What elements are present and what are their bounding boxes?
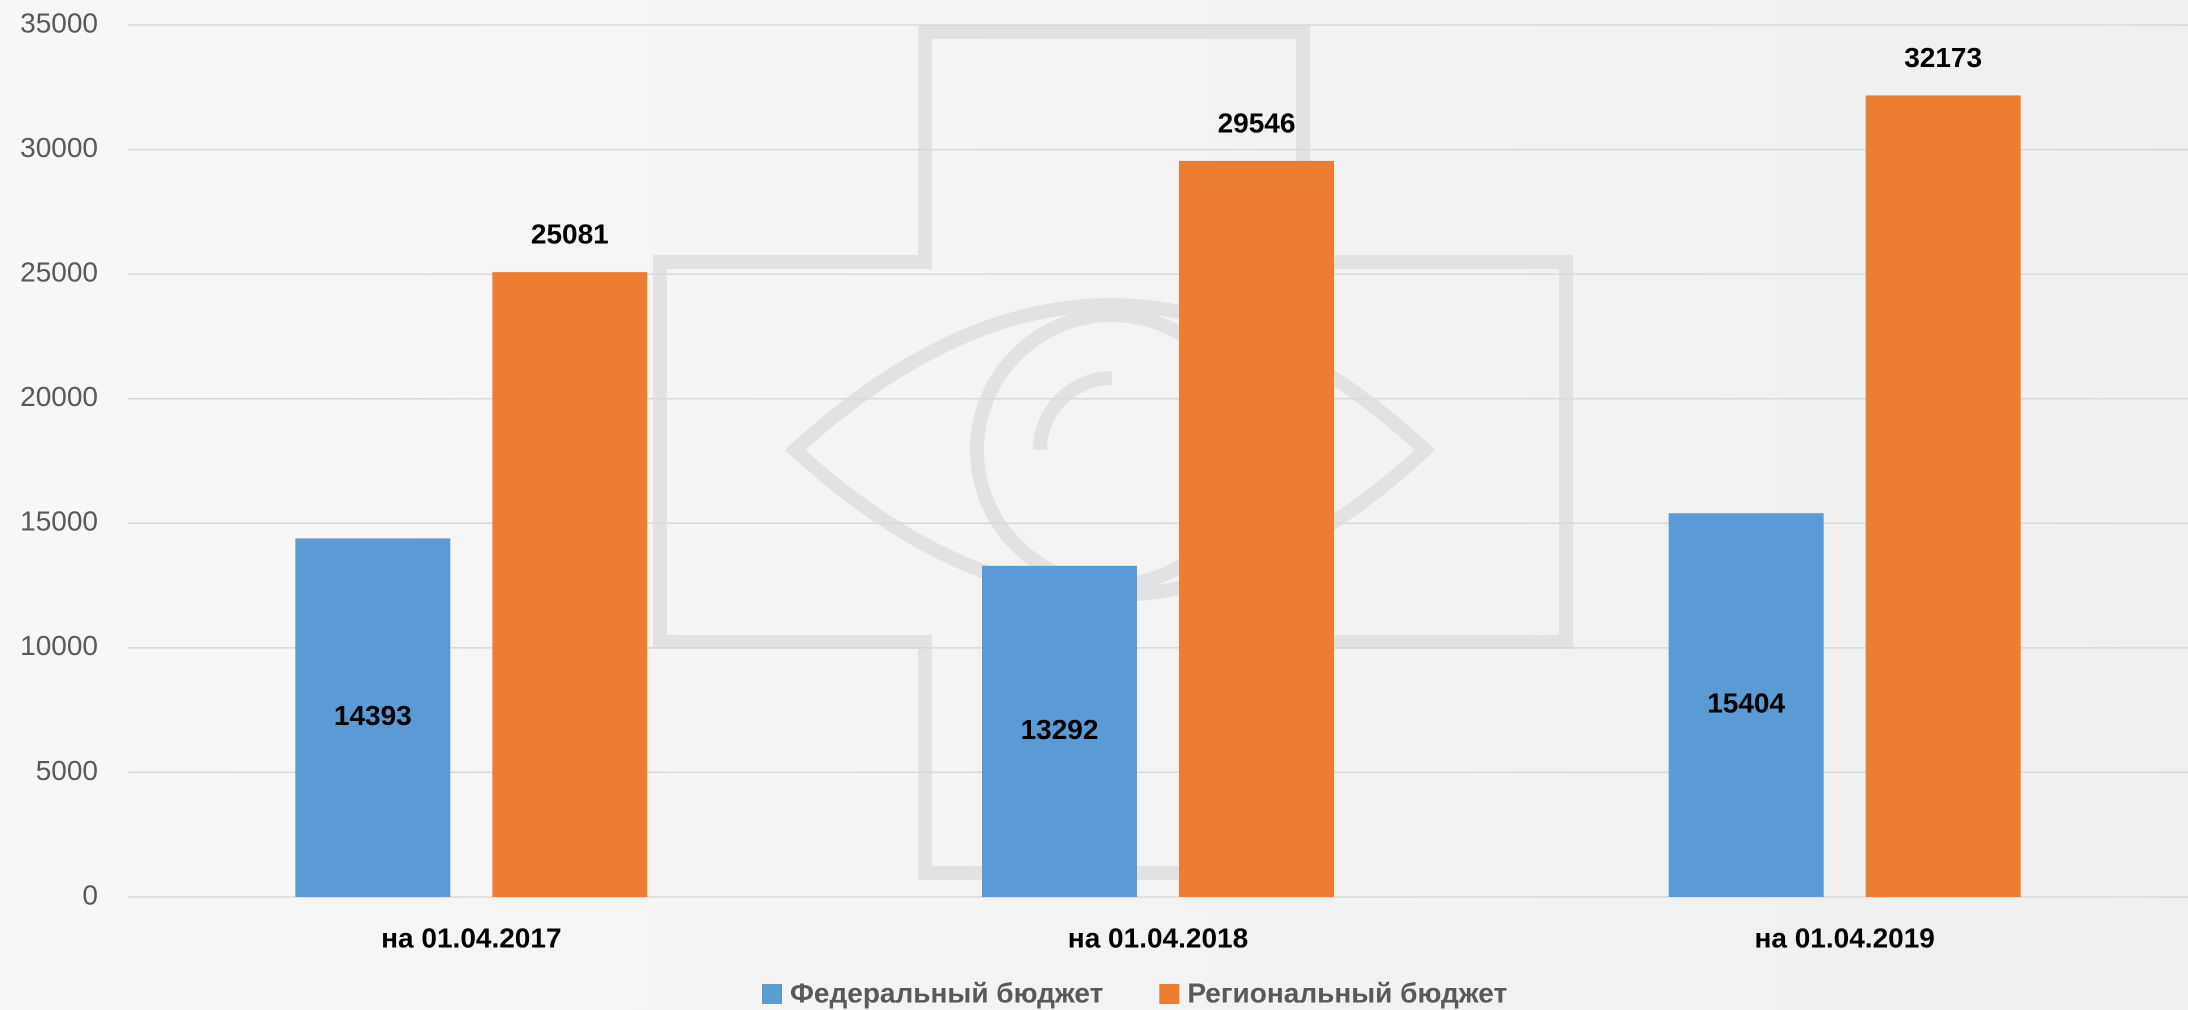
x-tick-label: на 01.04.2019 [1754,922,1934,953]
data-label: 25081 [531,219,609,250]
data-label: 14393 [334,700,412,731]
y-tick-label: 35000 [20,7,98,38]
y-tick-label: 0 [82,879,98,910]
y-tick-label: 5000 [36,755,98,786]
x-tick-label: на 01.04.2017 [381,922,561,953]
y-tick-label: 25000 [20,257,98,288]
bar [1179,160,1334,897]
bar [982,565,1137,897]
legend-swatch [762,984,782,1004]
data-label: 13292 [1021,714,1099,745]
y-tick-label: 30000 [20,132,98,163]
legend-swatch [1159,984,1180,1004]
data-label: 32173 [1904,42,1982,73]
y-tick-label: 10000 [20,630,98,661]
data-label: 29546 [1218,107,1296,138]
data-label: 15404 [1707,688,1785,719]
legend-label: Региональный бюджет [1187,977,1507,1008]
y-tick-label: 20000 [20,381,98,412]
bar [1668,513,1824,897]
bar [295,538,451,897]
bar [492,272,648,898]
legend-label: Федеральный бюджет [790,977,1103,1008]
bar [1865,95,2021,898]
x-tick-label: на 01.04.2018 [1068,922,1248,953]
y-tick-label: 15000 [20,506,98,537]
